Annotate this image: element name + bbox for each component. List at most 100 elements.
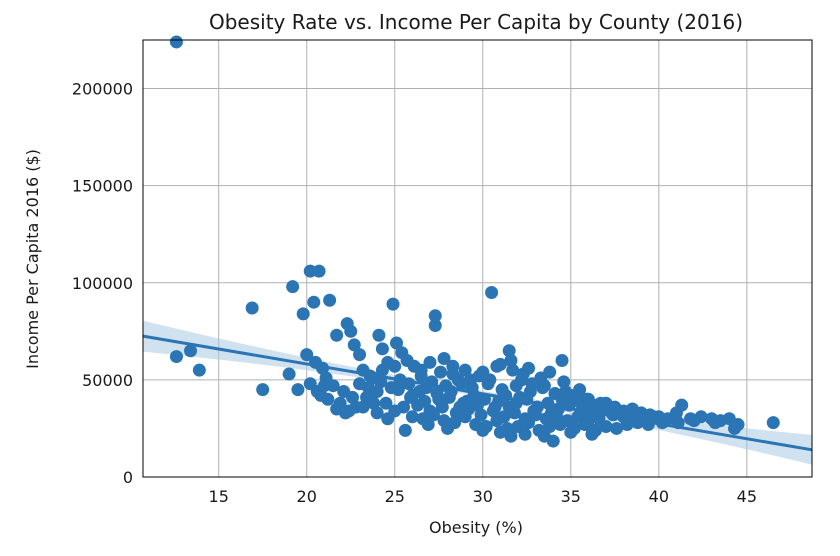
x-tick-label: 45 bbox=[737, 487, 757, 506]
x-tick-label: 35 bbox=[561, 487, 581, 506]
data-point bbox=[356, 400, 370, 414]
data-point bbox=[560, 414, 574, 428]
data-point bbox=[375, 342, 389, 356]
data-point bbox=[400, 353, 414, 367]
data-point bbox=[353, 377, 367, 391]
data-point bbox=[647, 410, 661, 424]
data-point bbox=[504, 353, 518, 367]
data-point bbox=[585, 427, 599, 441]
data-point bbox=[555, 392, 569, 406]
data-point bbox=[557, 375, 571, 389]
data-point bbox=[300, 348, 314, 362]
data-point bbox=[483, 373, 497, 387]
data-point bbox=[495, 383, 509, 397]
regression-line bbox=[142, 334, 813, 452]
data-point bbox=[370, 406, 384, 420]
data-point bbox=[490, 359, 504, 373]
data-point bbox=[192, 363, 206, 377]
data-point bbox=[527, 404, 541, 418]
x-tick-label: 20 bbox=[297, 487, 317, 506]
x-tick-label: 30 bbox=[473, 487, 493, 506]
data-point bbox=[766, 416, 780, 430]
y-tick-label: 200000 bbox=[72, 80, 133, 99]
data-point bbox=[375, 363, 389, 377]
data-point bbox=[169, 35, 183, 49]
y-tick-label: 100000 bbox=[72, 274, 133, 293]
data-point bbox=[446, 359, 460, 373]
data-point bbox=[543, 365, 557, 379]
data-point bbox=[379, 396, 393, 410]
data-point bbox=[386, 297, 400, 311]
data-point bbox=[441, 421, 455, 435]
data-point bbox=[321, 392, 335, 406]
y-tick-label: 150000 bbox=[72, 177, 133, 196]
x-tick-label: 40 bbox=[649, 487, 669, 506]
data-point bbox=[418, 394, 432, 408]
data-point bbox=[282, 367, 296, 381]
plot-frame bbox=[142, 39, 813, 478]
x-tick-label: 25 bbox=[385, 487, 405, 506]
data-point bbox=[509, 379, 523, 393]
y-axis-label: Income Per Capita 2016 ($) bbox=[23, 149, 42, 369]
data-point bbox=[460, 394, 474, 408]
data-point bbox=[381, 412, 395, 426]
data-point bbox=[317, 379, 331, 393]
data-point bbox=[502, 344, 516, 358]
data-point bbox=[486, 404, 500, 418]
data-point bbox=[428, 319, 442, 333]
data-point bbox=[342, 404, 356, 418]
data-point bbox=[502, 400, 516, 414]
data-point bbox=[330, 328, 344, 342]
y-tick-label: 50000 bbox=[82, 371, 133, 390]
data-point bbox=[353, 348, 367, 362]
y-tick-labels: 0 50000 100000 150000 200000 bbox=[72, 80, 133, 487]
data-point bbox=[518, 427, 532, 441]
data-point bbox=[372, 328, 386, 342]
x-tick-label: 15 bbox=[209, 487, 229, 506]
data-point bbox=[414, 363, 428, 377]
data-point bbox=[423, 404, 437, 418]
data-point bbox=[472, 369, 486, 383]
data-point bbox=[506, 363, 520, 377]
data-point bbox=[451, 373, 465, 387]
data-point bbox=[493, 425, 507, 439]
data-point bbox=[296, 307, 310, 321]
data-point bbox=[485, 285, 499, 299]
data-point bbox=[435, 400, 449, 414]
data-point bbox=[169, 350, 183, 364]
data-point bbox=[430, 386, 444, 400]
data-point bbox=[344, 324, 358, 338]
data-point bbox=[428, 309, 442, 323]
data-point bbox=[564, 425, 578, 439]
data-point bbox=[518, 412, 532, 426]
data-point bbox=[404, 390, 418, 404]
data-point bbox=[405, 410, 419, 424]
data-point bbox=[458, 363, 472, 377]
data-point bbox=[333, 396, 347, 410]
data-points bbox=[169, 35, 780, 448]
data-point bbox=[346, 390, 360, 404]
data-point bbox=[523, 385, 537, 399]
data-point bbox=[728, 421, 742, 435]
data-point bbox=[497, 410, 511, 424]
data-point bbox=[245, 301, 259, 315]
y-tick-label: 0 bbox=[123, 468, 133, 487]
data-point bbox=[537, 429, 551, 443]
data-point bbox=[347, 338, 361, 352]
data-point bbox=[581, 414, 595, 428]
data-point bbox=[291, 383, 305, 397]
data-point bbox=[312, 264, 326, 278]
data-point bbox=[610, 421, 624, 435]
data-point bbox=[434, 365, 448, 379]
data-point bbox=[471, 398, 484, 412]
chart-title: Obesity Rate vs. Income Per Capita by Co… bbox=[209, 10, 743, 34]
data-point bbox=[323, 293, 337, 307]
data-point bbox=[555, 353, 569, 367]
data-point bbox=[442, 390, 456, 404]
data-point bbox=[421, 418, 435, 432]
regression-line-path bbox=[142, 334, 813, 452]
data-point bbox=[184, 344, 198, 358]
x-tick-labels: 15 20 25 30 35 40 45 bbox=[209, 487, 758, 506]
data-point bbox=[476, 423, 490, 437]
